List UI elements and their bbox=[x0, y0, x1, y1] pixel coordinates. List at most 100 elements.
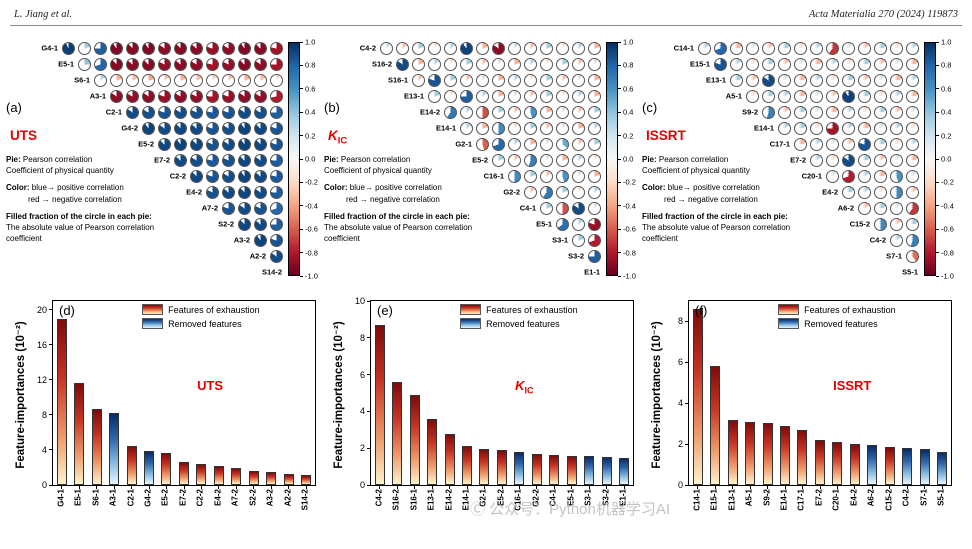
x-tick-mark bbox=[571, 485, 573, 489]
pie-legend-line: Pie: Pearson correlation bbox=[6, 155, 93, 164]
plot-area: (f) ISSRT Features of exhaustion Removed … bbox=[678, 300, 952, 490]
y-tick-label: 0 bbox=[677, 480, 683, 490]
colorbar-tick-label: 0.8 bbox=[305, 60, 316, 70]
correlation-pie bbox=[697, 41, 711, 55]
correlation-pie bbox=[221, 121, 235, 135]
correlation-pie bbox=[269, 201, 283, 215]
correlation-pie bbox=[857, 105, 871, 119]
correlation-pie bbox=[825, 137, 839, 151]
legend-item: Features of exhaustion bbox=[460, 304, 578, 315]
colorbar-tick-mark bbox=[300, 181, 303, 183]
correlation-matrix: C4-2 S16-2 S16-1 E13-1 E14-2 E14-1 G2-1 E5-2 C16… bbox=[360, 40, 602, 280]
correlation-pie bbox=[205, 57, 219, 71]
x-tick-mark bbox=[767, 485, 769, 489]
correlation-pie bbox=[61, 41, 75, 55]
correlation-pie bbox=[555, 153, 569, 167]
y-tick-mark bbox=[49, 309, 53, 311]
correlation-pie bbox=[459, 89, 473, 103]
correlation-pie bbox=[237, 217, 251, 231]
correlation-pie bbox=[507, 89, 521, 103]
colorbar-tick-label: 1.0 bbox=[305, 37, 316, 47]
correlation-pie bbox=[443, 89, 457, 103]
x-tick-mark bbox=[697, 485, 699, 489]
y-tick-label: 8 bbox=[41, 409, 47, 420]
colorbar-tick-label: -0.2 bbox=[941, 177, 954, 187]
colorbar-tick-label: -1.0 bbox=[623, 271, 636, 281]
correlation-pie bbox=[125, 105, 139, 119]
x-tick-label: E14-2 bbox=[444, 489, 454, 511]
x-tick-mark bbox=[218, 485, 220, 489]
x-tick-mark bbox=[166, 485, 168, 489]
correlation-pie bbox=[269, 73, 283, 87]
correlation-pie bbox=[539, 169, 553, 183]
correlation-pie bbox=[571, 121, 585, 135]
correlation-matrix: C14-1 E15-1 E13-1 A5-1 S9-2 E14-1 C17-1 E7-2 C20… bbox=[674, 40, 920, 280]
correlation-pie bbox=[873, 73, 887, 87]
bars-container bbox=[53, 301, 315, 485]
correlation-pie bbox=[873, 121, 887, 135]
journal-header: Acta Materialia 270 (2024) 119873 bbox=[808, 9, 958, 20]
bar-chart-panel-kic: Feature-importances (10⁻²) (e) KIC Featu… bbox=[324, 292, 642, 544]
correlation-pie bbox=[237, 121, 251, 135]
correlation-pie bbox=[873, 57, 887, 71]
feature-label: S6-1 bbox=[74, 75, 90, 85]
correlation-pie bbox=[221, 57, 235, 71]
bar bbox=[566, 455, 577, 485]
correlation-pie bbox=[269, 89, 283, 103]
correlation-pie bbox=[905, 249, 919, 263]
correlation-pie bbox=[459, 121, 473, 135]
correlation-pie bbox=[475, 41, 489, 55]
correlation-pie bbox=[173, 73, 187, 87]
y-axis-label: Feature-importances (10⁻²) bbox=[15, 321, 27, 469]
legend-label: Removed features bbox=[804, 318, 878, 329]
legend-label: Features of exhaustion bbox=[168, 304, 260, 315]
matrix-row: E1-1 bbox=[362, 264, 602, 280]
colorbar-tick-label: 0.4 bbox=[305, 107, 316, 117]
correlation-pie bbox=[269, 217, 283, 231]
correlation-pie bbox=[587, 73, 601, 87]
correlation-pie bbox=[587, 249, 601, 263]
correlation-pie bbox=[395, 57, 409, 71]
pie-matrix-row: G4-1 E5-1 S6-1 A3-1 C2-1 G4-2 E5-2 E7-2 C2-2 E4-2… bbox=[0, 38, 972, 288]
correlation-pie bbox=[491, 121, 505, 135]
x-tick-label: E4-2 bbox=[213, 489, 223, 506]
correlation-pie bbox=[873, 169, 887, 183]
correlation-pie bbox=[793, 137, 807, 151]
correlation-pie bbox=[777, 121, 791, 135]
pie-legend-line: Pie: Pearson correlation bbox=[324, 155, 411, 164]
feature-label: E1-1 bbox=[584, 267, 600, 277]
pie-legend-line: Color: blue→ positive correlation bbox=[642, 183, 760, 193]
colorbar-tick-label: 0.2 bbox=[623, 131, 634, 141]
x-tick-label: E13-1 bbox=[426, 489, 436, 511]
correlation-pie bbox=[411, 73, 425, 87]
colorbar-tick-mark bbox=[936, 135, 939, 137]
correlation-pie bbox=[269, 153, 283, 167]
correlation-pie bbox=[253, 105, 267, 119]
x-tick-label: G4-2 bbox=[143, 489, 153, 507]
correlation-pie bbox=[205, 137, 219, 151]
panel-tag: (f) bbox=[695, 303, 708, 318]
matrix-row: C14-1 bbox=[674, 40, 920, 56]
legend-item: Features of exhaustion bbox=[142, 304, 260, 315]
feature-label: E7-2 bbox=[154, 155, 170, 165]
colorbar-tick-label: -0.8 bbox=[305, 248, 318, 258]
x-tick-mark bbox=[784, 485, 786, 489]
bar bbox=[937, 452, 948, 485]
x-tick-label: C20-1 bbox=[831, 489, 841, 511]
correlation-pie bbox=[809, 41, 823, 55]
x-tick-label: A3-1 bbox=[108, 489, 118, 507]
pie-legend-line: coefficient bbox=[6, 234, 42, 244]
correlation-pie bbox=[889, 41, 903, 55]
colorbar-tick-label: -0.8 bbox=[623, 248, 636, 258]
correlation-pie bbox=[427, 89, 441, 103]
y-tick-label: 4 bbox=[359, 406, 365, 417]
y-tick-label: 8 bbox=[677, 316, 683, 327]
correlation-pie bbox=[729, 41, 743, 55]
pie-legend-line: coefficient bbox=[324, 234, 360, 244]
legend-label: Features of exhaustion bbox=[804, 304, 896, 315]
correlation-pie bbox=[237, 153, 251, 167]
correlation-pie bbox=[189, 153, 203, 167]
correlation-pie bbox=[889, 233, 903, 247]
correlation-pie bbox=[905, 57, 919, 71]
correlation-pie bbox=[427, 41, 441, 55]
